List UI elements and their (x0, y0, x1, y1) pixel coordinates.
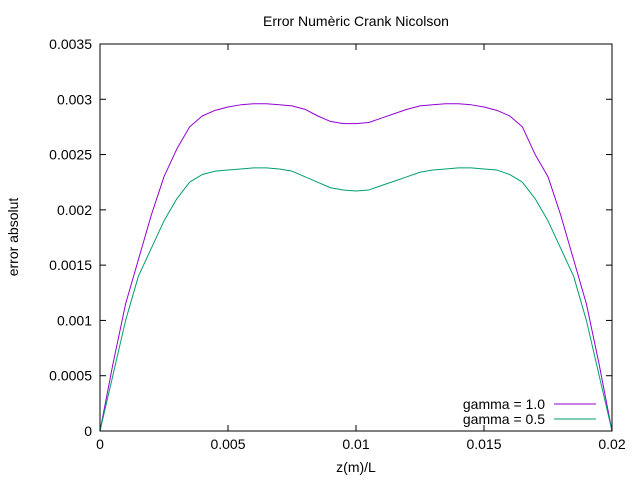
legend-label: gamma = 1.0 (463, 396, 545, 412)
series-line-2 (99, 167, 613, 432)
axis-ticks: 0 0.005 0.01 0.015 0.02 0 0.0005 0.001 0.0015 0.0… (49, 36, 626, 452)
y-tick-label: 0.0035 (49, 36, 92, 52)
y-tick-label: 0 (84, 423, 92, 439)
legend-label: gamma = 0.5 (463, 411, 545, 427)
plot-frame (99, 43, 613, 432)
x-axis-label: z(m)/L (336, 459, 376, 475)
chart-title: Error Numèric Crank Nicolson (263, 13, 449, 29)
y-tick-label: 0.003 (57, 91, 92, 107)
series-line-1 (99, 103, 613, 432)
y-axis-label: error absolut (5, 198, 21, 277)
y-tick-label: 0.0005 (49, 368, 92, 384)
x-tick-label: 0 (96, 436, 104, 452)
y-tick-label: 0.002 (57, 202, 92, 218)
x-tick-label: 0.02 (598, 436, 625, 452)
series-lines (99, 103, 613, 432)
y-tick-label: 0.0025 (49, 147, 92, 163)
x-tick-label: 0.005 (210, 436, 245, 452)
y-tick-label: 0.001 (57, 312, 92, 328)
x-tick-label: 0.015 (466, 436, 501, 452)
x-tick-label: 0.01 (342, 436, 369, 452)
y-tick-label: 0.0015 (49, 257, 92, 273)
